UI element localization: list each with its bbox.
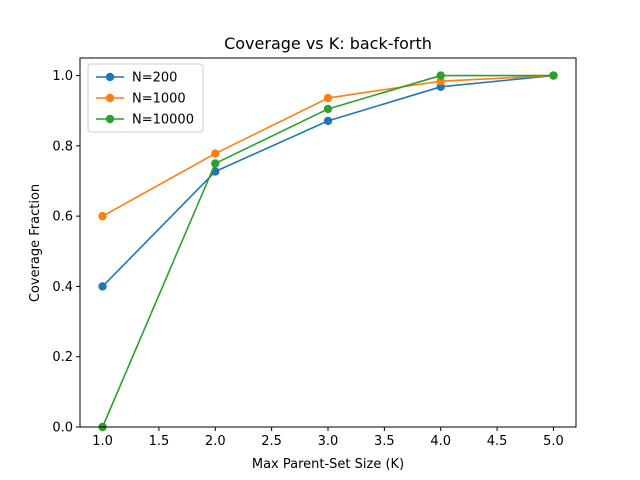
plot-area: 1.0 1.5 2.0 2.5 3.0 3.5 4.0 4.5 5.0 0.0 0.2 0.4 0.6 0… — [52, 57, 577, 449]
x-tick-label: 4.5 — [487, 434, 508, 449]
y-axis-label: Coverage Fraction — [28, 184, 43, 302]
legend-entry: N=200 — [132, 71, 177, 86]
legend: N=200 N=1000 N=10000 — [87, 63, 204, 133]
x-tick-label: 3.5 — [374, 434, 395, 449]
data-point — [323, 104, 333, 114]
axes-frame — [79, 57, 577, 428]
data-point — [323, 116, 333, 126]
data-point — [211, 159, 220, 168]
y-tick-label: 0.4 — [52, 280, 73, 295]
x-axis-label: Max Parent-Set Size (K) — [252, 457, 404, 472]
y-tick-label: 0.6 — [52, 210, 73, 225]
data-point — [549, 71, 558, 80]
data-point — [98, 282, 107, 291]
x-tick-label: 1.5 — [149, 434, 170, 449]
data-point — [323, 93, 333, 103]
y-tick-label: 0.0 — [52, 421, 73, 436]
x-tick-label: 3.0 — [318, 434, 339, 449]
x-tick-label: 2.0 — [205, 434, 226, 449]
legend-entry: N=1000 — [132, 92, 186, 107]
data-point — [436, 71, 445, 80]
data-point — [211, 149, 220, 158]
y-tick-label: 0.8 — [52, 139, 73, 154]
chart-title: Coverage vs K: back-forth — [224, 34, 432, 53]
x-tick-label: 5.0 — [543, 434, 564, 449]
x-tick-label: 2.5 — [261, 434, 282, 449]
x-tick-label: 4.0 — [430, 434, 451, 449]
y-tick-label: 0.2 — [52, 350, 73, 365]
legend-marker — [105, 93, 115, 103]
y-tick-label: 1.0 — [52, 69, 73, 84]
legend-marker — [105, 72, 115, 82]
legend-marker — [105, 114, 115, 124]
x-tick-label: 1.0 — [92, 434, 113, 449]
legend-entry: N=10000 — [132, 113, 194, 128]
legend-box — [87, 63, 204, 133]
data-point — [98, 211, 107, 221]
